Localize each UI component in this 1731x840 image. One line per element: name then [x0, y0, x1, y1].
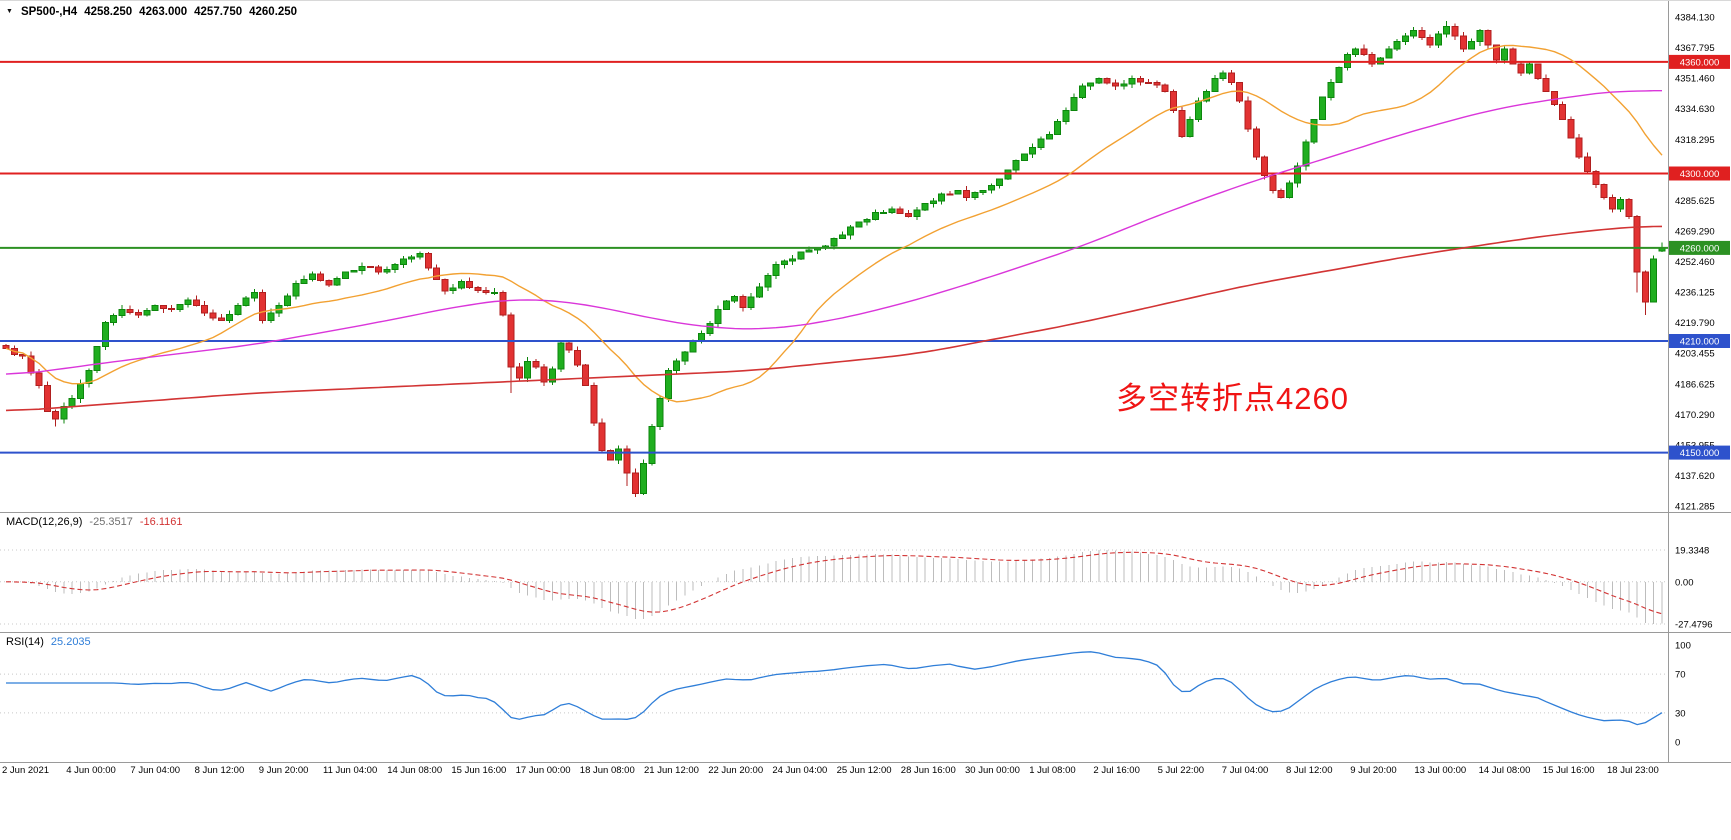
chart-annotation: 多空转折点4260 — [1116, 381, 1349, 416]
svg-text:4137.620: 4137.620 — [1675, 471, 1715, 482]
macd-indicator-label: MACD(12,26,9) -25.3517 -16.1161 — [6, 516, 182, 528]
price-badge — [1669, 54, 1730, 69]
svg-text:4351.460: 4351.460 — [1675, 74, 1715, 85]
svg-text:4252.460: 4252.460 — [1675, 257, 1715, 268]
time-label: 15 Jun 16:00 — [451, 765, 507, 776]
rsi-indicator-label: RSI(14) 25.2035 — [6, 636, 91, 648]
rsi-panel: 100 70 30 0 — [0, 641, 1691, 749]
time-label: 7 Jun 04:00 — [130, 765, 181, 776]
rsi-line — [6, 651, 1663, 726]
rsi-label-text: RSI(14) — [6, 636, 44, 648]
time-label: 13 Jul 00:00 — [1414, 765, 1467, 776]
time-label: 14 Jul 08:00 — [1478, 765, 1531, 776]
macd-signal-line — [5, 551, 1663, 615]
time-label: 9 Jun 20:00 — [258, 765, 309, 776]
svg-text:-27.4796: -27.4796 — [1675, 620, 1713, 631]
svg-text:0: 0 — [1675, 738, 1680, 749]
svg-text:4360.000: 4360.000 — [1680, 57, 1720, 68]
time-label: 24 Jun 04:00 — [772, 765, 828, 776]
svg-text:4285.625: 4285.625 — [1675, 196, 1715, 207]
time-label: 28 Jun 16:00 — [900, 765, 956, 776]
price-badge — [1669, 166, 1730, 181]
time-label: 17 Jun 00:00 — [515, 765, 571, 776]
svg-text:4318.295: 4318.295 — [1675, 135, 1715, 146]
time-label: 8 Jun 12:00 — [194, 765, 245, 776]
time-label: 9 Jul 20:00 — [1350, 765, 1397, 776]
svg-text:0.00: 0.00 — [1675, 577, 1694, 588]
quote-low: 4257.750 — [194, 6, 243, 18]
svg-text:4236.125: 4236.125 — [1675, 288, 1715, 299]
macd-signal-value: -16.1161 — [139, 516, 183, 528]
moving-averages — [5, 44, 1663, 412]
svg-text:4384.130: 4384.130 — [1675, 13, 1715, 24]
svg-text:19.3348: 19.3348 — [1675, 546, 1709, 557]
chart-canvas[interactable]: 4384.130 4367.795 4351.460 4334.630 4318.295… — [0, 1, 1731, 781]
symbol-period-label: SP500-,H4 — [20, 6, 78, 18]
svg-text:30: 30 — [1675, 708, 1686, 719]
time-label: 4 Jun 00:00 — [66, 765, 116, 776]
macd-label-text: MACD(12,26,9) — [6, 516, 83, 528]
time-label: 22 Jun 20:00 — [708, 765, 764, 776]
chart-title: ▼ SP500-,H4 4258.250 4263.000 4257.750 4… — [6, 6, 297, 18]
symbol-dropdown-icon[interactable]: ▼ — [6, 8, 13, 15]
svg-text:4269.290: 4269.290 — [1675, 226, 1715, 237]
quote-high: 4263.000 — [139, 6, 188, 18]
quote-open: 4258.250 — [84, 6, 133, 18]
price-badge — [1669, 240, 1730, 255]
svg-text:4260.000: 4260.000 — [1680, 243, 1720, 254]
macd-main-value: -25.3517 — [89, 516, 133, 528]
time-label: 8 Jul 12:00 — [1286, 765, 1333, 776]
price-badge — [1669, 334, 1730, 348]
candlestick-series — [2, 21, 1666, 498]
time-label: 18 Jul 23:00 — [1607, 765, 1659, 776]
price-badge — [1669, 445, 1730, 460]
price-badges: 4360.000 4300.000 4260.000 4210.000 4150.000 — [1669, 54, 1730, 460]
time-label: 2 Jun 2021 — [2, 765, 50, 776]
quote-close: 4260.250 — [249, 6, 298, 18]
time-label: 25 Jun 12:00 — [836, 765, 892, 776]
rsi-value: 25.2035 — [50, 636, 91, 648]
svg-text:70: 70 — [1675, 670, 1686, 681]
svg-text:100: 100 — [1675, 641, 1691, 652]
time-label: 21 Jun 12:00 — [644, 765, 699, 776]
svg-text:4334.630: 4334.630 — [1675, 104, 1715, 115]
svg-text:4150.000: 4150.000 — [1680, 448, 1720, 459]
time-label: 11 Jun 04:00 — [323, 765, 378, 776]
time-label: 5 Jul 22:00 — [1157, 765, 1205, 776]
time-label: 7 Jul 04:00 — [1221, 765, 1269, 776]
svg-text:4219.790: 4219.790 — [1675, 318, 1715, 329]
svg-text:4170.290: 4170.290 — [1675, 410, 1715, 421]
svg-text:4210.000: 4210.000 — [1680, 337, 1720, 348]
time-label: 1 Jul 08:00 — [1029, 765, 1076, 776]
ma-fast-line — [5, 44, 1663, 403]
macd-panel: 19.3348 0.00 -27.4796 — [0, 546, 1713, 631]
svg-text:4121.285: 4121.285 — [1675, 502, 1715, 513]
time-label: 30 Jun 00:00 — [965, 765, 1020, 776]
macd-histogram — [13, 550, 1663, 624]
svg-text:4186.625: 4186.625 — [1675, 379, 1715, 390]
ma-slow-line — [5, 225, 1663, 412]
svg-text:4367.795: 4367.795 — [1675, 43, 1715, 54]
time-axis[interactable]: 2 Jun 2021 4 Jun 00:00 7 Jun 04:00 8 Jun 12… — [0, 765, 1731, 780]
time-label: 2 Jul 16:00 — [1093, 765, 1140, 776]
price-axis-labels: 4384.130 4367.795 4351.460 4334.630 4318.295… — [1675, 13, 1715, 513]
time-label: 15 Jul 16:00 — [1542, 765, 1595, 776]
svg-text:4300.000: 4300.000 — [1680, 169, 1720, 180]
ma-mid-line — [5, 89, 1662, 375]
panel-separators — [0, 1, 1731, 763]
svg-text:4203.455: 4203.455 — [1675, 349, 1715, 360]
time-label: 14 Jun 08:00 — [387, 765, 443, 776]
time-label: 18 Jun 08:00 — [579, 765, 635, 776]
